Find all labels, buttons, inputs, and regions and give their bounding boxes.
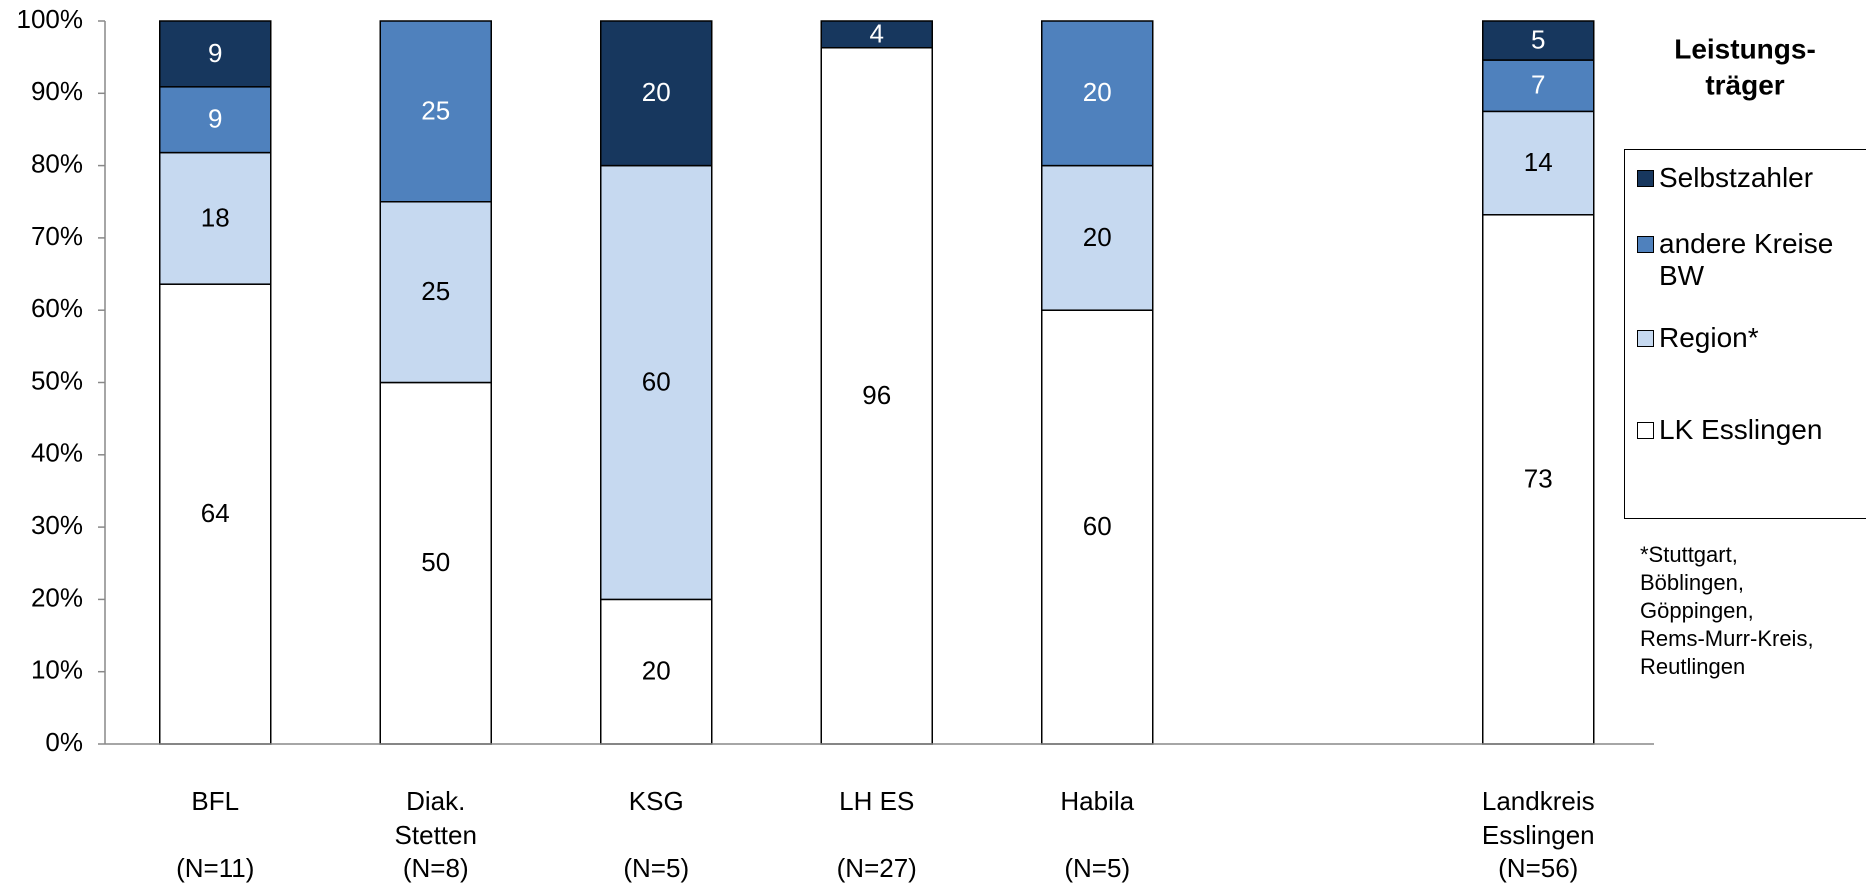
- x-tick-label: Landkreis: [1482, 786, 1595, 816]
- sample-size: (N=5): [623, 853, 689, 883]
- x-tick-label: Habila: [1060, 786, 1134, 816]
- note: Reutlingen: [1640, 654, 1745, 679]
- legend-label: Region*: [1659, 322, 1759, 353]
- value-label: 25: [421, 276, 450, 306]
- value-label: 50: [421, 547, 450, 577]
- value-label: 14: [1524, 147, 1553, 177]
- x-tick-label: Stetten: [395, 820, 477, 850]
- note: Göppingen,: [1640, 598, 1754, 623]
- bar-segment: [600, 20, 713, 167]
- bar-segment: [1482, 59, 1595, 113]
- x-tick-label: KSG: [629, 786, 684, 816]
- y-tick-label: 70%: [31, 221, 83, 251]
- bar-segment: [1482, 20, 1595, 61]
- legend-title: träger: [1705, 69, 1784, 100]
- bar-segment: [379, 381, 492, 745]
- legend-swatch: [1637, 236, 1654, 253]
- bar-segment: [159, 283, 272, 745]
- bar-segment: [379, 20, 492, 203]
- legend-label: andere Kreise BW: [1659, 228, 1834, 291]
- bar-segment: [600, 164, 713, 601]
- legend-entry: Region*: [1637, 322, 1866, 354]
- legend-title: Leistungs-: [1674, 33, 1816, 64]
- bar-segment: [820, 47, 933, 745]
- note: Rems-Murr-Kreis,: [1640, 626, 1814, 651]
- value-label: 5: [1531, 24, 1545, 54]
- legend-swatch: [1637, 170, 1654, 187]
- sample-size: (N=56): [1498, 853, 1578, 883]
- y-tick-label: 0%: [45, 727, 83, 757]
- legend-label: LK Esslingen: [1659, 414, 1823, 445]
- legend-swatch: [1637, 422, 1654, 439]
- sample-size: (N=27): [837, 853, 917, 883]
- y-tick-label: 100%: [17, 4, 84, 34]
- y-tick-label: 10%: [31, 655, 83, 685]
- y-tick-label: 60%: [31, 293, 83, 323]
- legend-entry: Selbstzahler: [1637, 162, 1866, 194]
- x-tick-label: Diak.: [406, 786, 465, 816]
- bar-segment: [1041, 309, 1154, 745]
- legend-entry: andere Kreise BW: [1637, 228, 1866, 292]
- bar-segment: [159, 20, 272, 88]
- sample-size: (N=5): [1064, 853, 1130, 883]
- value-label: 4: [870, 18, 884, 48]
- x-tick-label: LH ES: [839, 786, 914, 816]
- x-tick-label: BFL: [191, 786, 239, 816]
- value-label: 73: [1524, 463, 1553, 493]
- value-label: 7: [1531, 70, 1545, 100]
- value-label: 20: [1083, 222, 1112, 252]
- value-label: 25: [421, 95, 450, 125]
- value-label: 18: [201, 202, 230, 232]
- y-tick-label: 30%: [31, 510, 83, 540]
- legend-entry: LK Esslingen: [1637, 414, 1866, 446]
- legend-swatch: [1637, 330, 1654, 347]
- bar-segment: [159, 151, 272, 285]
- y-tick-label: 50%: [31, 365, 83, 395]
- value-label: 20: [642, 77, 671, 107]
- value-label: 60: [642, 366, 671, 396]
- value-label: 9: [208, 38, 222, 68]
- value-label: 96: [862, 380, 891, 410]
- value-label: 9: [208, 104, 222, 134]
- sample-size: (N=11): [176, 853, 254, 883]
- note: *Stuttgart,: [1640, 542, 1738, 567]
- bar-segment: [600, 598, 713, 745]
- bar-segment: [1041, 20, 1154, 167]
- y-tick-label: 80%: [31, 148, 83, 178]
- y-tick-label: 90%: [31, 76, 83, 106]
- sample-size: (N=8): [403, 853, 469, 883]
- bar-segment: [1482, 214, 1595, 745]
- legend: Selbstzahler andere Kreise BW Region* LK Es…: [1624, 149, 1866, 519]
- value-label: 60: [1083, 511, 1112, 541]
- value-label: 20: [1083, 77, 1112, 107]
- bar-segment: [159, 86, 272, 154]
- note: Böblingen,: [1640, 570, 1744, 595]
- bar-segment: [820, 20, 933, 49]
- value-label: 64: [201, 498, 230, 528]
- y-tick-label: 40%: [31, 438, 83, 468]
- y-tick-label: 20%: [31, 582, 83, 612]
- value-label: 20: [642, 656, 671, 686]
- legend-label: Selbstzahler: [1659, 162, 1814, 193]
- x-tick-label: Esslingen: [1482, 820, 1595, 850]
